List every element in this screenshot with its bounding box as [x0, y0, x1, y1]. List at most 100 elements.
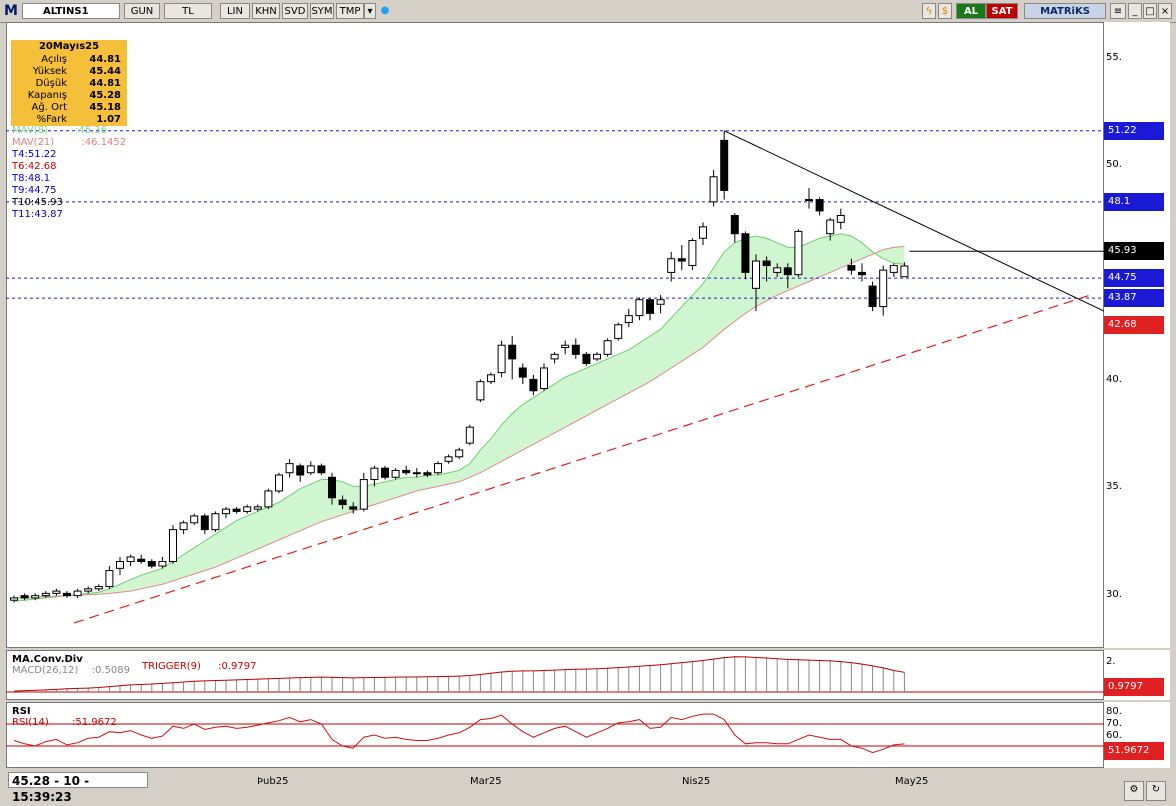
resistance-trendline	[723, 130, 1105, 312]
info-row-value: 44.81	[89, 78, 121, 89]
info-row-value: 45.44	[89, 66, 121, 77]
candle-body	[677, 258, 686, 262]
rsi-tick-60: 60.	[1106, 730, 1122, 741]
candle-body	[900, 265, 909, 278]
level-legend: T10:45.93	[12, 197, 63, 208]
rsi-tick-70: 70.	[1106, 718, 1122, 729]
candle-body	[688, 240, 697, 267]
currency-button[interactable]: TL	[164, 3, 212, 19]
ohlc-info-box: 20Mayıs25 Açılış 44.81 Yüksek 45.44 Düşük 44.…	[11, 40, 127, 126]
candle-body	[20, 595, 29, 599]
status-readout: 45.28 - 10 - 15:39:23	[8, 772, 148, 804]
date-label-may: May25	[895, 776, 929, 787]
period-button[interactable]: GUN	[124, 3, 160, 19]
candle-body	[31, 595, 40, 599]
candle-body	[847, 265, 856, 271]
price-tag: 51.22	[1104, 121, 1164, 140]
candle-body	[84, 588, 93, 592]
sell-button[interactable]: SAT	[986, 3, 1018, 19]
minimize-icon[interactable]: _	[1128, 3, 1142, 19]
top-toolbar: M ALTINS1 GUN TL LIN KHN SVD SYM TMP ▾ ●…	[0, 0, 1176, 23]
linear-button[interactable]: LIN	[220, 3, 250, 19]
candle-body	[656, 299, 665, 305]
candle-body	[635, 299, 644, 317]
info-date: 20Mayıs25	[38, 41, 100, 52]
candle-body	[105, 570, 114, 588]
level-legend: T6:42.68	[12, 161, 57, 172]
candle-body	[614, 324, 623, 339]
candle-body	[508, 344, 517, 360]
rsi-legend: RSI(14) :51.9672	[12, 717, 117, 729]
candle-body	[306, 465, 315, 474]
ytick-55: 55.	[1106, 52, 1122, 63]
macd-axis-tick: 2.	[1106, 656, 1116, 667]
candle-body	[434, 463, 442, 474]
rsi-line	[13, 713, 905, 754]
svd-button[interactable]: SVD	[282, 3, 308, 19]
candle-body	[137, 558, 146, 562]
candle-body	[285, 463, 294, 474]
candle-body	[518, 367, 527, 378]
candle-body	[730, 214, 739, 235]
lightning-icon[interactable]: ϟ	[922, 3, 936, 19]
info-row-label: %Fark	[36, 114, 67, 125]
candle-body	[773, 267, 782, 273]
khn-button[interactable]: KHN	[252, 3, 280, 19]
rsi-value: :51.9672	[71, 717, 117, 728]
info-row-value: 1.07	[96, 114, 121, 125]
info-row-value: 44.81	[89, 54, 121, 65]
macd-trigger-line	[13, 656, 905, 692]
sym-button[interactable]: SYM	[310, 3, 334, 19]
price-tag: 45.93	[1104, 242, 1164, 261]
mav21-value: :46.1452	[81, 137, 127, 148]
candle-body	[200, 515, 209, 531]
date-label-feb: Þub25	[257, 776, 289, 787]
level-legend: T11:43.87	[12, 209, 63, 220]
close-icon[interactable]: ×	[1158, 3, 1172, 19]
candle-body	[550, 353, 559, 360]
candle-body	[391, 469, 400, 478]
candle-body	[41, 592, 50, 597]
info-row-label: Ağ. Ort	[31, 102, 67, 113]
candle-body	[667, 258, 676, 273]
price-chart-panel[interactable]	[6, 22, 1104, 648]
settings-icon[interactable]: ⚙	[1124, 781, 1144, 801]
refresh-icon[interactable]: ↻	[1146, 781, 1166, 801]
rsi-label: RSI(14)	[12, 717, 49, 728]
info-row: Açılış 44.81	[11, 54, 127, 66]
candle-body	[868, 285, 877, 308]
candle-body	[402, 469, 411, 474]
rsi-panel[interactable]	[6, 702, 1104, 768]
candle-body	[582, 353, 591, 364]
candle-body	[63, 592, 71, 597]
tmp-button[interactable]: TMP	[336, 3, 364, 19]
info-row-label: Kapanış	[27, 90, 67, 101]
macd-trigger-tag: 0.9797	[1104, 678, 1164, 696]
rsi-tag: 51.9672	[1104, 742, 1164, 760]
candle-body	[476, 381, 485, 401]
currency-icon[interactable]: $	[938, 3, 952, 19]
candle-body	[381, 467, 389, 478]
candle-body	[762, 260, 771, 267]
buy-button[interactable]: AL	[956, 3, 986, 19]
candle-body	[73, 590, 82, 597]
symbol-input[interactable]: ALTINS1	[22, 3, 120, 19]
macd-legend: MACD(26,12) :0.5089	[12, 665, 130, 677]
price-tag: 44.75	[1104, 269, 1164, 288]
candle-body	[455, 449, 464, 458]
twitter-icon[interactable]: ●	[380, 5, 390, 16]
candle-body	[158, 560, 167, 567]
app-logo[interactable]: M	[4, 3, 18, 19]
candle-body	[296, 465, 305, 476]
candle-body	[359, 479, 368, 510]
candle-body	[805, 199, 813, 202]
maximize-icon[interactable]: □	[1143, 3, 1157, 19]
mav21-line	[13, 245, 905, 599]
trigger-label: TRIGGER(9)	[142, 661, 201, 672]
dropdown-arrow-icon[interactable]: ▾	[364, 3, 376, 19]
mav21-label: MAV(21)	[12, 137, 55, 148]
candle-body	[412, 472, 421, 475]
info-row: Düşük 44.81	[11, 78, 127, 90]
menu-icon[interactable]: ≡	[1110, 3, 1126, 19]
candle-body	[169, 529, 177, 562]
